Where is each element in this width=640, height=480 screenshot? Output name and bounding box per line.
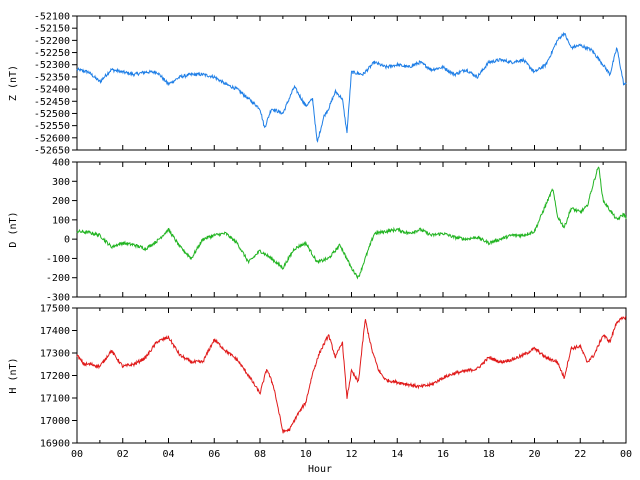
- y-tick-label: 17100: [40, 394, 70, 405]
- x-tick-label: 00: [71, 449, 83, 460]
- plot-frame: [76, 15, 627, 151]
- y-tick-label: -300: [46, 293, 70, 304]
- plot-frame: [76, 161, 627, 298]
- y-axis-label: D (nT): [8, 211, 19, 247]
- y-axis-label: H (nT): [8, 357, 19, 393]
- x-tick-label: 04: [162, 449, 174, 460]
- y-tick-label: -52250: [34, 48, 70, 59]
- y-tick-label: -52350: [34, 72, 70, 83]
- x-tick-label: 20: [528, 449, 540, 460]
- y-tick-label: -52600: [34, 133, 70, 144]
- y-tick-label: 400: [52, 158, 70, 169]
- y-tick-label: -52650: [34, 146, 70, 157]
- x-tick-label: 18: [483, 449, 495, 460]
- y-tick-label: -100: [46, 254, 70, 265]
- series-line-h: [76, 315, 627, 434]
- y-tick-label: -52100: [34, 12, 70, 23]
- y-tick-label: -52550: [34, 121, 70, 132]
- y-tick-label: 17400: [40, 326, 70, 337]
- x-tick-label: 14: [391, 449, 403, 460]
- h-panel: 16900 17000 17100 17200 17300 17400 17500 H (nT…: [8, 304, 632, 461]
- x-tick-label: 22: [574, 449, 586, 460]
- x-axis-label: Hour: [308, 464, 332, 475]
- y-tick-label: -52500: [34, 109, 70, 120]
- y-tick-label: 17200: [40, 371, 70, 382]
- x-tick-label: 02: [117, 449, 129, 460]
- y-tick-label: -200: [46, 273, 70, 284]
- y-tick-label: -52200: [34, 36, 70, 47]
- x-tick-label: 12: [345, 449, 357, 460]
- y-tick-label: 17300: [40, 349, 70, 360]
- y-tick-label: 0: [64, 235, 70, 246]
- series-line-z: [76, 31, 627, 143]
- y-tick-label: -52450: [34, 97, 70, 108]
- x-tick-label: 08: [254, 449, 266, 460]
- plot-frame: [76, 307, 627, 444]
- x-tick-label: 10: [300, 449, 312, 460]
- y-tick-label: 16900: [40, 439, 70, 450]
- z-panel: -52100-52150-52200-52250-52300-52350 -524…: [8, 12, 627, 157]
- y-tick-label: 100: [52, 215, 70, 226]
- y-tick-label: 17500: [40, 304, 70, 315]
- y-tick-label: 17000: [40, 416, 70, 427]
- series-line-d: [76, 166, 627, 280]
- d-panel: -300 -200 -100 0 100 200 300 400 D (nT): [8, 158, 627, 304]
- y-tick-label: -52300: [34, 60, 70, 71]
- y-tick-label: -52150: [34, 24, 70, 35]
- x-tick-label: 06: [208, 449, 220, 460]
- y-axis-label: Z (nT): [8, 65, 19, 101]
- y-tick-label: 300: [52, 177, 70, 188]
- y-tick-label: 200: [52, 196, 70, 207]
- y-tick-label: -52400: [34, 85, 70, 96]
- x-tick-label: 16: [437, 449, 449, 460]
- x-tick-label: 00: [620, 449, 632, 460]
